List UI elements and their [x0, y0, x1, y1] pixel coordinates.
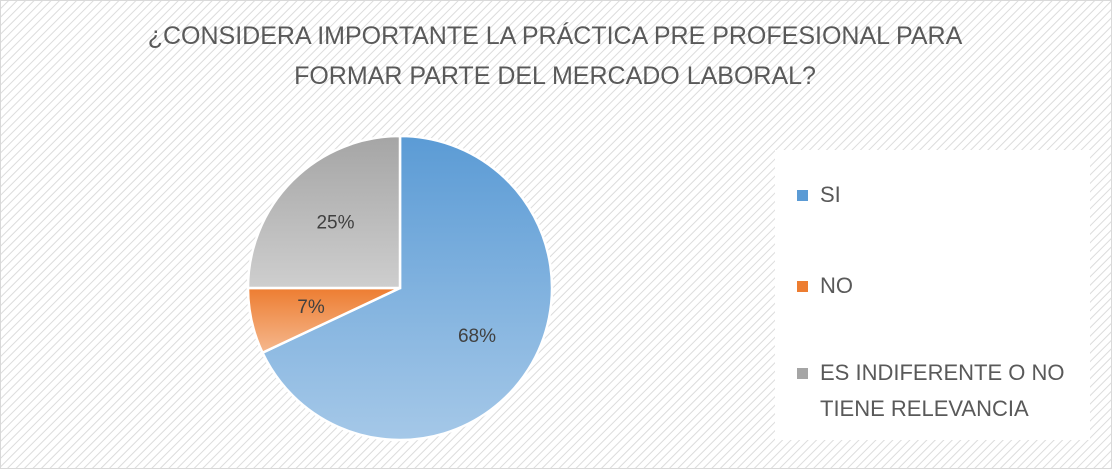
pie-slice	[246, 134, 402, 290]
legend-label: NO	[820, 273, 853, 298]
chart-title: ¿CONSIDERA IMPORTANTE LA PRÁCTICA PRE PR…	[147, 22, 963, 90]
legend-swatch	[797, 368, 808, 379]
data-label: 7%	[297, 297, 325, 318]
legend-label: ES INDIFERENTE O NO TIENE RELEVANCIA	[820, 360, 1065, 421]
data-label: 68%	[458, 326, 496, 347]
legend-swatch	[797, 281, 808, 292]
legend-label: SI	[820, 182, 841, 207]
pie-slice	[260, 134, 554, 442]
legend-entry: ES INDIFERENTE O NO TIENE RELEVANCIA	[797, 355, 1087, 427]
legend: SI NO ES INDIFERENTE O NO TIENE RELEVANCIA	[775, 150, 1090, 440]
legend-swatch	[797, 190, 808, 201]
legend-entry: NO	[797, 268, 1087, 304]
data-label: 25%	[316, 213, 354, 234]
legend-entry: SI	[797, 177, 1087, 213]
